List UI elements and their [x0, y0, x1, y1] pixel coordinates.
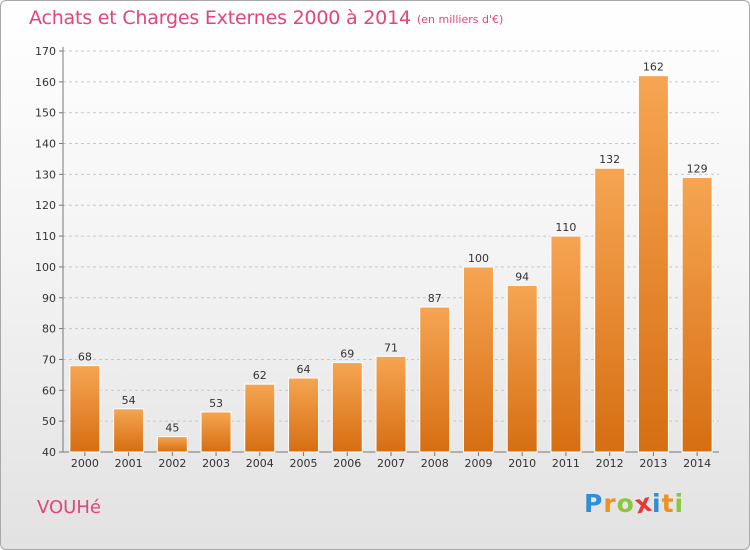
data-label: 129: [687, 162, 708, 175]
logo-letter: P: [584, 489, 604, 518]
x-tick-label: 2014: [683, 457, 711, 470]
logo-letter: i: [652, 489, 662, 518]
logo-letter: r: [603, 489, 617, 518]
x-tick-label: 2002: [158, 457, 186, 470]
y-tick-label: 60: [42, 384, 56, 397]
bar: [506, 284, 538, 453]
x-tick-label: 2010: [508, 457, 536, 470]
x-tick-label: 2003: [202, 457, 230, 470]
commune-name: VOUHé: [37, 497, 101, 518]
x-tick-label: 2013: [639, 457, 667, 470]
data-label: 94: [515, 270, 529, 283]
y-tick-label: 80: [42, 323, 56, 336]
x-tick-label: 2008: [421, 457, 449, 470]
y-tick-label: 50: [42, 415, 56, 428]
data-label: 64: [297, 363, 311, 376]
y-tick-label: 140: [35, 138, 56, 151]
data-label: 69: [340, 348, 354, 361]
y-tick-label: 70: [42, 353, 56, 366]
y-tick-label: 120: [35, 199, 56, 212]
logo-letter: o: [616, 489, 635, 518]
y-tick-label: 150: [35, 107, 56, 120]
x-tick-label: 2012: [596, 457, 624, 470]
y-tick-label: 100: [35, 261, 56, 274]
x-tick-label: 2001: [115, 457, 143, 470]
logo-letter: t: [661, 489, 675, 518]
x-tick-label: 2006: [333, 457, 361, 470]
x-tick-label: 2009: [464, 457, 492, 470]
bar: [462, 266, 494, 453]
bar: [200, 411, 232, 453]
chart-title: Achats et Charges Externes 2000 à 2014: [29, 7, 411, 29]
bar: [69, 365, 101, 453]
x-tick-label: 2000: [71, 457, 99, 470]
data-label: 71: [384, 341, 398, 354]
data-label: 45: [165, 422, 179, 435]
data-label: 54: [122, 394, 136, 407]
chart-subtitle: (en milliers d'€): [417, 13, 504, 26]
bar: [375, 355, 407, 453]
bar: [244, 383, 276, 453]
y-tick-label: 40: [42, 446, 56, 459]
x-tick-label: 2007: [377, 457, 405, 470]
x-tick-label: 2005: [290, 457, 318, 470]
bar: [288, 377, 320, 453]
y-tick-label: 170: [35, 45, 56, 58]
bar: [156, 436, 188, 453]
data-label: 110: [555, 221, 576, 234]
y-tick-label: 130: [35, 168, 56, 181]
y-tick-label: 110: [35, 230, 56, 243]
data-label: 100: [468, 252, 489, 265]
y-tick-label: 160: [35, 76, 56, 89]
data-label: 132: [599, 153, 620, 166]
x-tick-label: 2004: [246, 457, 274, 470]
data-label: 68: [78, 351, 92, 364]
x-tick-label: 2011: [552, 457, 580, 470]
bar: [419, 306, 451, 453]
data-label: 87: [428, 292, 442, 305]
logo-letter: i: [674, 489, 685, 518]
bar: [637, 75, 669, 453]
bar: [550, 235, 582, 453]
bar: [681, 176, 713, 453]
data-label: 162: [643, 61, 664, 74]
bar: [594, 167, 626, 453]
y-tick-label: 90: [42, 292, 56, 305]
proxiti-logo: Proxiti: [584, 488, 685, 520]
bar: [331, 362, 363, 453]
data-label: 53: [209, 397, 223, 410]
bar: [113, 408, 145, 453]
data-label: 62: [253, 369, 267, 382]
